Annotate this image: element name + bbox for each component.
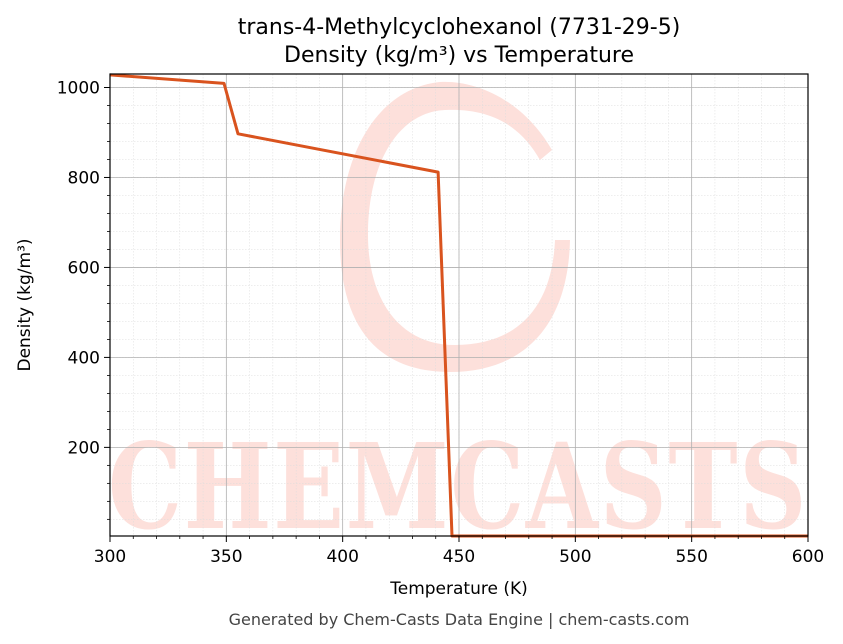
x-tick-label: 350	[210, 547, 242, 567]
watermark-text: CHEMCASTS	[108, 417, 808, 556]
y-tick-label: 200	[68, 438, 100, 458]
x-tick-label: 300	[94, 547, 126, 567]
y-axis-label: Density (kg/m³)	[15, 238, 35, 371]
y-axis: 200 400 600 800 1000	[57, 78, 110, 520]
y-tick-label: 400	[68, 348, 100, 368]
x-axis-label: Temperature (K)	[389, 579, 528, 599]
chart-title: trans-4-Methylcyclohexanol (7731-29-5)	[238, 15, 681, 40]
x-tick-label: 550	[675, 547, 707, 567]
y-tick-label: 600	[68, 258, 100, 278]
x-tick-label: 450	[443, 547, 475, 567]
x-tick-label: 400	[326, 547, 358, 567]
x-tick-label: 600	[792, 547, 824, 567]
y-tick-label: 800	[68, 168, 100, 188]
y-tick-label: 1000	[57, 78, 100, 98]
watermark: CHEMCASTS	[108, 81, 808, 556]
watermark-c-logo-icon	[340, 81, 570, 373]
footer-credit: Generated by Chem-Casts Data Engine | ch…	[229, 610, 690, 629]
x-tick-label: 500	[559, 547, 591, 567]
x-axis: 300 350 400 450 500 550 600	[94, 536, 824, 567]
chart-subtitle: Density (kg/m³) vs Temperature	[284, 43, 634, 68]
